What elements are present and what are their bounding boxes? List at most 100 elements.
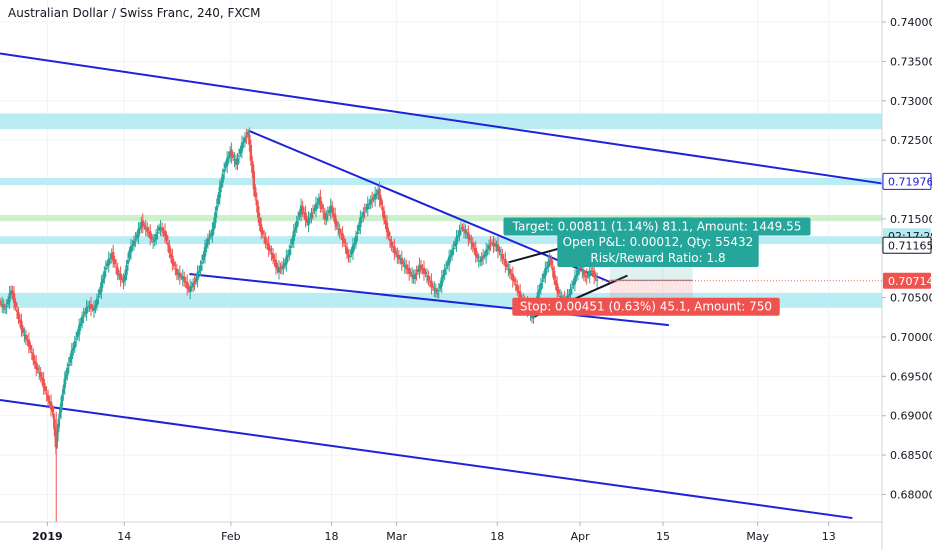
candle-body bbox=[190, 286, 193, 288]
candle-body bbox=[402, 262, 405, 265]
candle-body bbox=[368, 203, 371, 205]
candle-body bbox=[453, 242, 457, 247]
x-tick-label: 15 bbox=[656, 530, 670, 543]
candle-body bbox=[302, 212, 306, 215]
candle-body bbox=[208, 237, 211, 239]
candle-body bbox=[461, 226, 464, 229]
candle-body bbox=[329, 205, 332, 213]
candle-body bbox=[26, 340, 29, 342]
candle-body bbox=[470, 241, 473, 243]
candle-body bbox=[224, 163, 227, 168]
candle-body bbox=[172, 262, 176, 267]
candle-body bbox=[264, 237, 267, 244]
candle-body bbox=[440, 277, 443, 287]
candle-body bbox=[551, 267, 554, 271]
candle-body bbox=[33, 360, 36, 364]
candle-body bbox=[113, 259, 116, 265]
candle-body bbox=[501, 254, 504, 260]
candle-body bbox=[128, 250, 131, 259]
candle-body bbox=[251, 161, 254, 173]
candle-body bbox=[336, 228, 340, 230]
candle-body bbox=[299, 205, 303, 215]
candle-body bbox=[186, 281, 189, 289]
candle-body bbox=[320, 204, 324, 210]
candle-body bbox=[6, 299, 10, 305]
candle-body bbox=[474, 248, 477, 256]
candle-body bbox=[458, 229, 461, 236]
candle-body bbox=[477, 260, 480, 262]
candle-body bbox=[326, 213, 329, 215]
candle-body bbox=[153, 239, 156, 242]
candle-body bbox=[382, 210, 386, 220]
candle-body bbox=[416, 269, 420, 273]
candle-body bbox=[437, 290, 440, 292]
candle-body bbox=[507, 268, 510, 270]
candle-body bbox=[384, 220, 387, 224]
candle-body bbox=[385, 222, 389, 233]
candle-body bbox=[427, 275, 430, 281]
candle-body bbox=[88, 305, 91, 307]
candle-body bbox=[248, 134, 251, 145]
candle-body bbox=[397, 255, 401, 260]
candle-body bbox=[159, 227, 162, 230]
candle-body bbox=[366, 203, 369, 210]
candle-body bbox=[249, 144, 253, 161]
candle-body bbox=[362, 212, 365, 218]
candle-body bbox=[313, 208, 316, 212]
x-tick-label: 2019 bbox=[32, 530, 63, 543]
candle-body bbox=[569, 288, 572, 295]
candle-body bbox=[43, 386, 47, 392]
stop-label-box bbox=[512, 297, 780, 316]
candle-body bbox=[464, 229, 467, 234]
candle-body bbox=[52, 414, 55, 419]
candle-body bbox=[135, 234, 139, 239]
candle-body bbox=[471, 242, 475, 248]
candle-body bbox=[424, 272, 427, 274]
candle-body bbox=[436, 292, 439, 294]
candle-body bbox=[221, 173, 224, 183]
candle-body bbox=[405, 264, 408, 269]
candle-body bbox=[63, 378, 66, 388]
candle-body bbox=[480, 257, 483, 262]
candle-body bbox=[180, 275, 183, 277]
candle-body bbox=[73, 341, 76, 348]
candle-body bbox=[3, 308, 7, 310]
candle-body bbox=[375, 194, 378, 196]
candle-body bbox=[390, 241, 393, 247]
candle-body bbox=[452, 248, 455, 250]
candle-body bbox=[137, 229, 140, 237]
candle-body bbox=[58, 416, 61, 418]
candle-body bbox=[518, 291, 522, 300]
candle-body bbox=[212, 222, 216, 230]
candle-body bbox=[573, 276, 577, 285]
candle-body bbox=[360, 216, 364, 218]
candle-body bbox=[107, 258, 110, 266]
candle-body bbox=[415, 272, 418, 274]
candle-body bbox=[228, 151, 232, 158]
candle-body bbox=[363, 210, 366, 212]
candle-body bbox=[553, 270, 556, 280]
candle-body bbox=[292, 231, 295, 241]
candle-body bbox=[365, 207, 368, 211]
candle-body bbox=[578, 267, 581, 269]
candle-body bbox=[129, 245, 133, 253]
candle-body bbox=[214, 212, 217, 224]
candle-body bbox=[554, 280, 557, 286]
price-label: 0.71165 bbox=[888, 239, 932, 252]
candle-body bbox=[215, 205, 219, 211]
candle-body bbox=[567, 294, 571, 297]
candle-body bbox=[279, 267, 282, 269]
candle-body bbox=[442, 274, 445, 278]
candle-body bbox=[36, 367, 39, 371]
y-tick-label: 0.68000 bbox=[890, 488, 932, 501]
candles bbox=[0, 127, 599, 522]
candle-body bbox=[97, 296, 100, 298]
candle-body bbox=[409, 272, 412, 274]
candle-body bbox=[456, 235, 460, 238]
candle-body bbox=[342, 238, 346, 244]
candle-body bbox=[548, 259, 551, 261]
candle-body bbox=[254, 187, 257, 198]
candle-body bbox=[558, 296, 562, 298]
candle-body bbox=[581, 270, 584, 272]
